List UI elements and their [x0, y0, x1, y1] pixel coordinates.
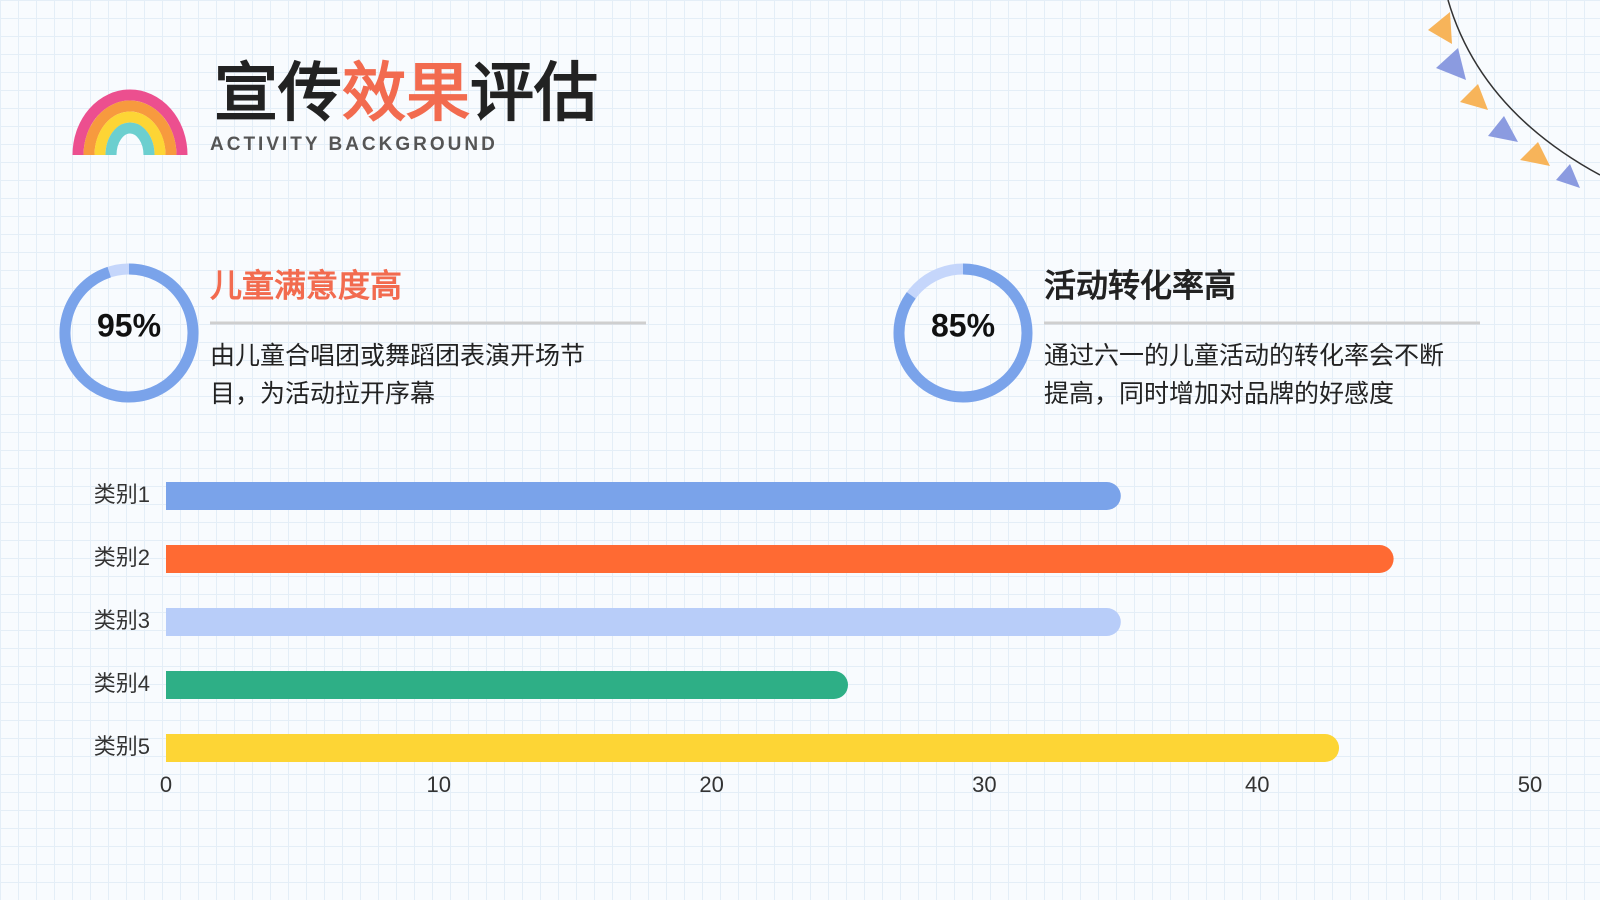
gauge-label: 95% [97, 307, 161, 343]
y-tick-label: 类别5 [94, 734, 150, 759]
gauge-arc [893, 263, 1033, 403]
stat-title: 活动转化率高 [1044, 267, 1236, 303]
bar [166, 671, 848, 699]
bar [166, 734, 1340, 762]
x-tick-label: 50 [1518, 772, 1542, 797]
title-part: 宣传 [214, 57, 342, 129]
rainbow [72, 89, 188, 156]
x-tick-label: 10 [427, 772, 451, 797]
y-tick-label: 类别3 [94, 608, 150, 633]
title-part: 评估 [470, 57, 598, 129]
stat-title: 儿童满意度高 [210, 267, 402, 303]
x-tick-label: 30 [972, 772, 996, 797]
y-tick-label: 类别2 [94, 545, 150, 570]
bar [166, 608, 1121, 636]
x-tick-label: 0 [160, 772, 172, 797]
x-tick-label: 40 [1245, 772, 1269, 797]
stat-description: 通过六一的儿童活动的转化率会不断提高，同时增加对品牌的好感度 [1044, 342, 1445, 408]
y-tick-label: 类别4 [94, 671, 150, 696]
title: 宣传效果评估 [214, 57, 598, 129]
title-part: 效果 [342, 57, 470, 129]
subtitle: ACTIVITY BACKGROUND [210, 134, 498, 155]
bar [166, 482, 1121, 510]
gauge-arc [59, 263, 199, 403]
stat-description: 由儿童合唱团或舞蹈团表演开场节目，为活动拉开序幕 [210, 342, 586, 408]
bunting [1428, 0, 1600, 188]
x-tick-label: 20 [699, 772, 723, 797]
y-tick-label: 类别1 [94, 482, 150, 507]
gauge-label: 85% [931, 307, 995, 343]
bar [166, 545, 1394, 573]
